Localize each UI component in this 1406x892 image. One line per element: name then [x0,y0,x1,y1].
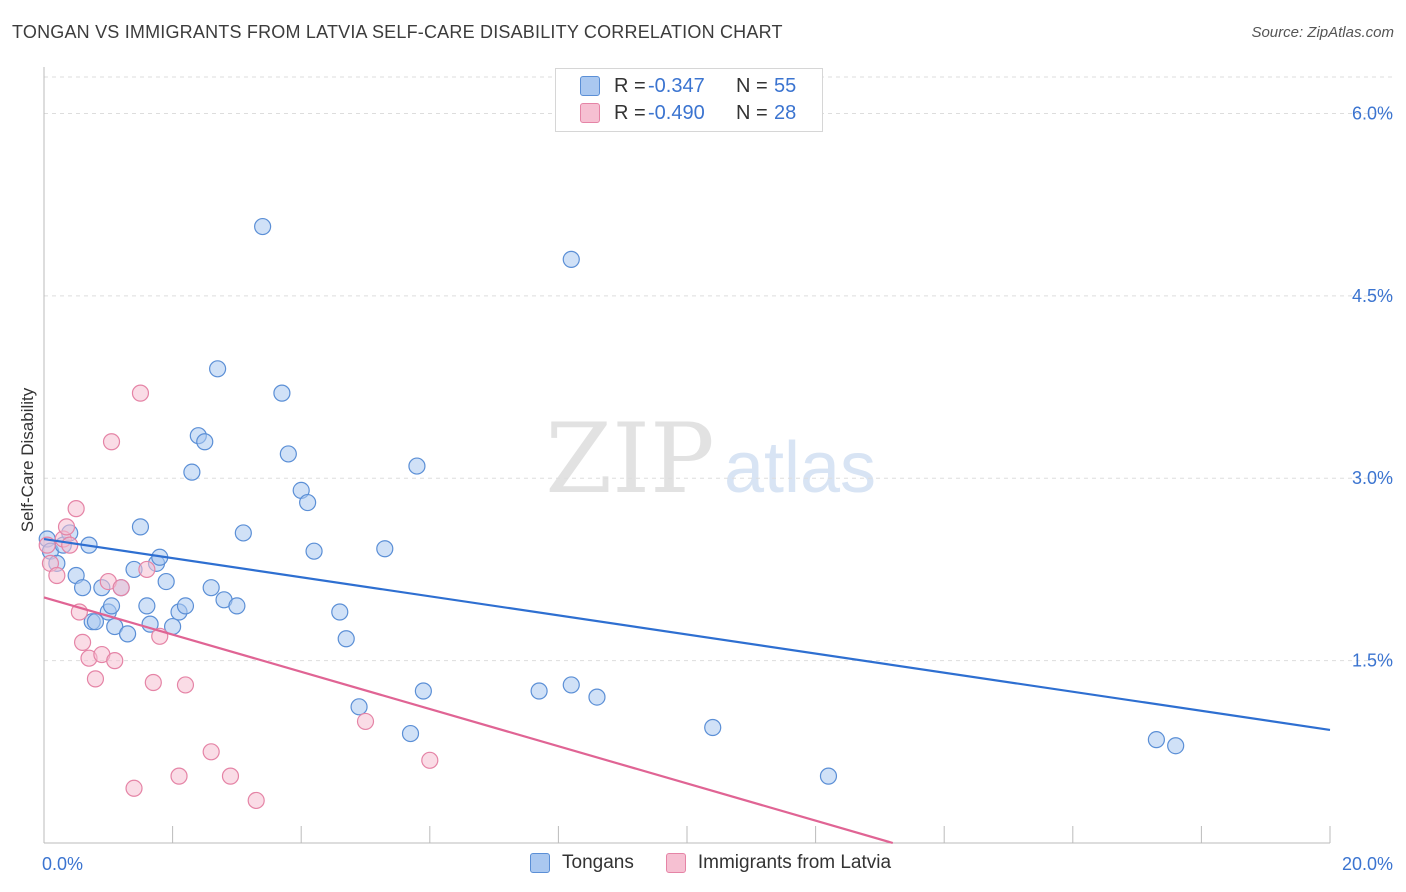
legend-row-tongans: R = -0.347 N = 55 [580,73,796,99]
legend-r-value: -0.347 [648,74,705,97]
grid [44,76,1395,662]
latvia-point [247,791,265,810]
latvia-point [106,652,124,670]
bottom-legend: Tongans Immigrants from Latvia [530,852,923,874]
tick-labels: 1.5% 3.0% 4.5% 6.0% 0.0% 20.0% [42,103,1393,874]
bottom-legend-label-latvia: Immigrants from Latvia [697,852,892,873]
legend-n-label: N = [736,74,768,97]
legend-n-label: N = [736,101,768,124]
tongan-point [196,433,214,451]
y-tick-label: 4.5% [1352,286,1393,306]
y-tick-label: 3.0% [1352,468,1393,488]
legend-r-label: R = [614,101,646,124]
legend-n-value: 28 [774,101,797,124]
legend-r-label: R = [614,74,646,97]
tongan-point [118,625,137,643]
latvia-point [356,712,375,731]
latvia-point [170,767,188,785]
tongan-point [86,613,105,631]
tongan-point [176,597,195,615]
tongan-point [183,463,201,481]
latvia-point [112,579,130,597]
legend-r-value: -0.490 [648,101,705,124]
latvia-point [202,743,220,761]
tongan-point [819,767,838,785]
tongan-point [102,597,121,615]
tongan-trend-line [43,537,1331,732]
data-points [38,217,1185,810]
tongan-point [562,676,580,694]
tongan-point [350,698,368,716]
tongan-point [138,597,156,615]
x-tick-label: 20.0% [1342,854,1393,874]
latvia-point [102,433,121,451]
y-tick-label: 6.0% [1352,103,1393,123]
legend-row-latvia: R = -0.490 N = 28 [580,100,796,126]
latvia-point [144,673,162,692]
x-tick-label: 0.0% [42,854,83,874]
legend-swatch-tongans [580,76,600,96]
latvia-point [73,633,92,651]
tongan-point [228,597,246,615]
latvia-point [67,500,85,518]
tongan-point [408,457,426,475]
tongan-point [305,542,323,560]
watermark: ZIP atlas [545,403,876,515]
bottom-legend-swatch-tongans [530,853,550,873]
legend-swatch-latvia [580,103,600,123]
latvia-trend-line [43,596,894,845]
tongan-point [73,579,92,597]
tongan-point [279,445,297,463]
tongan-point [401,724,420,743]
watermark-atlas: atlas [724,428,876,508]
tongan-point [1147,731,1165,749]
chart-title: TONGAN VS IMMIGRANTS FROM LATVIA SELF-CA… [12,22,783,42]
tongan-point [562,250,580,268]
tongan-point [414,682,432,700]
tongan-point [331,603,349,621]
tongan-point [234,524,252,542]
tongan-point [273,384,291,402]
tongan-point [209,360,227,378]
tongan-point [299,493,317,512]
latvia-point [131,384,150,402]
tongan-point [376,540,394,558]
tongan-point [704,718,722,737]
latvia-point [61,536,79,554]
tongan-point [254,217,272,236]
tongan-point [588,688,606,706]
latvia-point [176,676,195,694]
latvia-point [57,518,76,536]
trend-lines [43,537,1331,845]
axes [43,67,1331,844]
bottom-legend-swatch-latvia [665,853,686,873]
watermark-zip: ZIP [545,403,714,515]
tongan-point [1167,737,1185,755]
latvia-point [48,566,66,585]
bottom-legend-tongans: Tongans [530,852,634,874]
tongan-point [530,682,548,700]
bottom-legend-latvia: Immigrants from Latvia [665,852,892,874]
tongan-point [157,572,175,591]
source-label: Source: ZipAtlas.com [1251,24,1394,41]
latvia-point [125,779,143,797]
latvia-point [421,751,439,769]
legend: R = -0.347 N = 55 R = -0.490 N = 28 [555,68,823,132]
tongan-point [202,579,220,597]
latvia-point [138,560,156,579]
tongan-point [131,518,150,536]
latvia-point [86,670,105,688]
legend-n-value: 55 [774,74,797,97]
y-tick-label: 1.5% [1352,651,1393,671]
latvia-point [221,767,240,785]
tongan-point [337,630,355,648]
bottom-legend-label-tongans: Tongans [562,852,634,873]
